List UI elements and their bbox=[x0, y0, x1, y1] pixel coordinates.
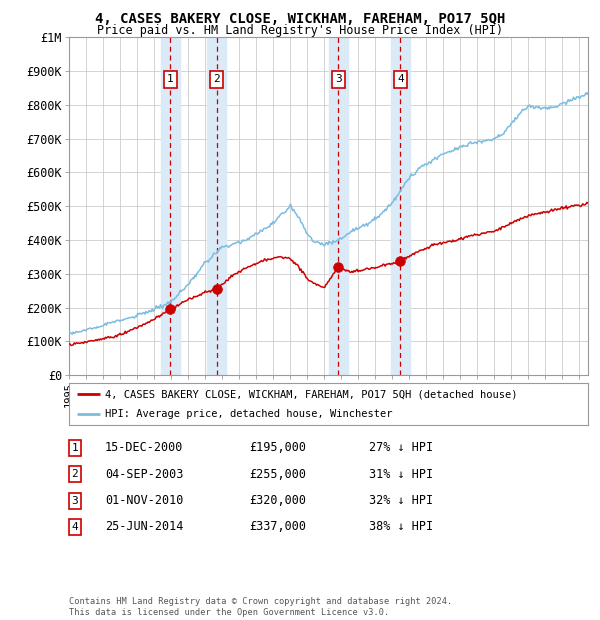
Text: 4, CASES BAKERY CLOSE, WICKHAM, FAREHAM, PO17 5QH: 4, CASES BAKERY CLOSE, WICKHAM, FAREHAM,… bbox=[95, 12, 505, 27]
Text: HPI: Average price, detached house, Winchester: HPI: Average price, detached house, Winc… bbox=[106, 409, 393, 419]
Text: £337,000: £337,000 bbox=[249, 521, 306, 533]
Text: 31% ↓ HPI: 31% ↓ HPI bbox=[369, 468, 433, 481]
Bar bbox=[207, 37, 226, 375]
Text: £255,000: £255,000 bbox=[249, 468, 306, 481]
Text: 25-JUN-2014: 25-JUN-2014 bbox=[105, 521, 184, 533]
Text: 2: 2 bbox=[71, 469, 79, 479]
Text: 4: 4 bbox=[397, 74, 404, 84]
Text: Price paid vs. HM Land Registry's House Price Index (HPI): Price paid vs. HM Land Registry's House … bbox=[97, 24, 503, 37]
Text: £195,000: £195,000 bbox=[249, 441, 306, 454]
Text: 2: 2 bbox=[213, 74, 220, 84]
Text: 4, CASES BAKERY CLOSE, WICKHAM, FAREHAM, PO17 5QH (detached house): 4, CASES BAKERY CLOSE, WICKHAM, FAREHAM,… bbox=[106, 389, 518, 399]
Bar bbox=[391, 37, 410, 375]
Text: 27% ↓ HPI: 27% ↓ HPI bbox=[369, 441, 433, 454]
Bar bbox=[329, 37, 348, 375]
Text: 04-SEP-2003: 04-SEP-2003 bbox=[105, 468, 184, 481]
Text: 1: 1 bbox=[71, 443, 79, 453]
Text: 1: 1 bbox=[167, 74, 174, 84]
Text: 3: 3 bbox=[71, 496, 79, 506]
Bar bbox=[161, 37, 180, 375]
Text: 15-DEC-2000: 15-DEC-2000 bbox=[105, 441, 184, 454]
Text: 38% ↓ HPI: 38% ↓ HPI bbox=[369, 521, 433, 533]
Text: 4: 4 bbox=[71, 522, 79, 532]
Text: £320,000: £320,000 bbox=[249, 495, 306, 507]
Text: 3: 3 bbox=[335, 74, 342, 84]
Text: 01-NOV-2010: 01-NOV-2010 bbox=[105, 495, 184, 507]
Text: Contains HM Land Registry data © Crown copyright and database right 2024.
This d: Contains HM Land Registry data © Crown c… bbox=[69, 598, 452, 617]
Text: 32% ↓ HPI: 32% ↓ HPI bbox=[369, 495, 433, 507]
